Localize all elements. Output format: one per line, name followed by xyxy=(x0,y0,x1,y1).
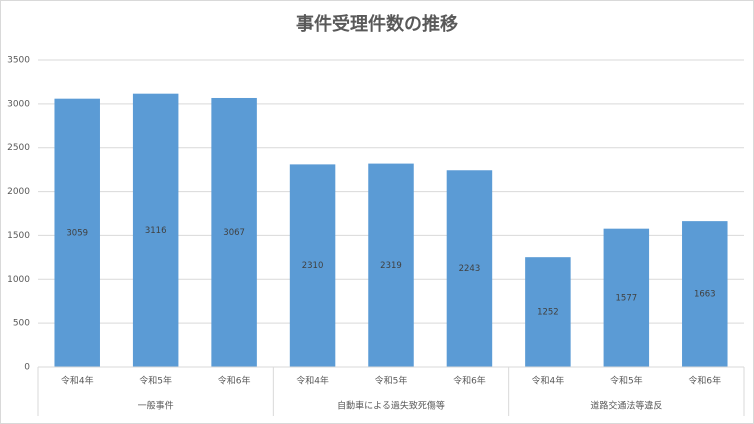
y-tick-label: 1500 xyxy=(7,231,30,241)
value-label: 1577 xyxy=(616,293,638,303)
x-tick-label: 令和4年 xyxy=(61,375,94,387)
x-tick-label: 令和5年 xyxy=(375,375,408,387)
bar xyxy=(525,257,571,367)
chart-title: 事件受理件数の推移 xyxy=(296,13,458,35)
value-label: 1663 xyxy=(694,290,716,300)
y-tick-label: 2000 xyxy=(7,187,30,197)
x-tick-label: 令和6年 xyxy=(218,375,251,387)
x-tick-label: 令和6年 xyxy=(688,375,721,387)
y-tick-label: 3000 xyxy=(7,99,30,109)
group-label: 道路交通法等違反 xyxy=(590,400,662,412)
x-tick-label: 令和6年 xyxy=(453,375,486,387)
bar xyxy=(289,164,336,367)
bar xyxy=(446,170,493,367)
group-label: 自動車による過失致死傷等 xyxy=(337,400,445,412)
x-tick-label: 令和4年 xyxy=(296,375,329,387)
bar xyxy=(682,221,728,367)
value-label: 2243 xyxy=(459,264,481,274)
bar xyxy=(211,97,257,367)
y-tick-label: 500 xyxy=(13,319,30,329)
bar xyxy=(54,98,100,367)
group-label: 一般事件 xyxy=(138,400,174,412)
y-tick-label: 0 xyxy=(24,363,30,373)
x-tick-label: 令和5年 xyxy=(610,375,643,387)
value-label: 3059 xyxy=(66,228,88,238)
x-tick-label: 令和5年 xyxy=(139,375,172,387)
bar xyxy=(603,228,650,367)
y-tick-label: 3500 xyxy=(7,56,30,66)
value-label: 3116 xyxy=(145,226,167,236)
y-tick-label: 1000 xyxy=(7,275,30,285)
value-label: 1252 xyxy=(537,308,559,318)
value-label: 2310 xyxy=(302,261,324,271)
value-label: 3067 xyxy=(223,228,245,238)
y-tick-label: 2500 xyxy=(7,143,30,153)
x-tick-label: 令和4年 xyxy=(532,375,565,387)
value-label: 2319 xyxy=(380,261,402,271)
bar xyxy=(368,163,414,367)
bar xyxy=(132,93,179,368)
